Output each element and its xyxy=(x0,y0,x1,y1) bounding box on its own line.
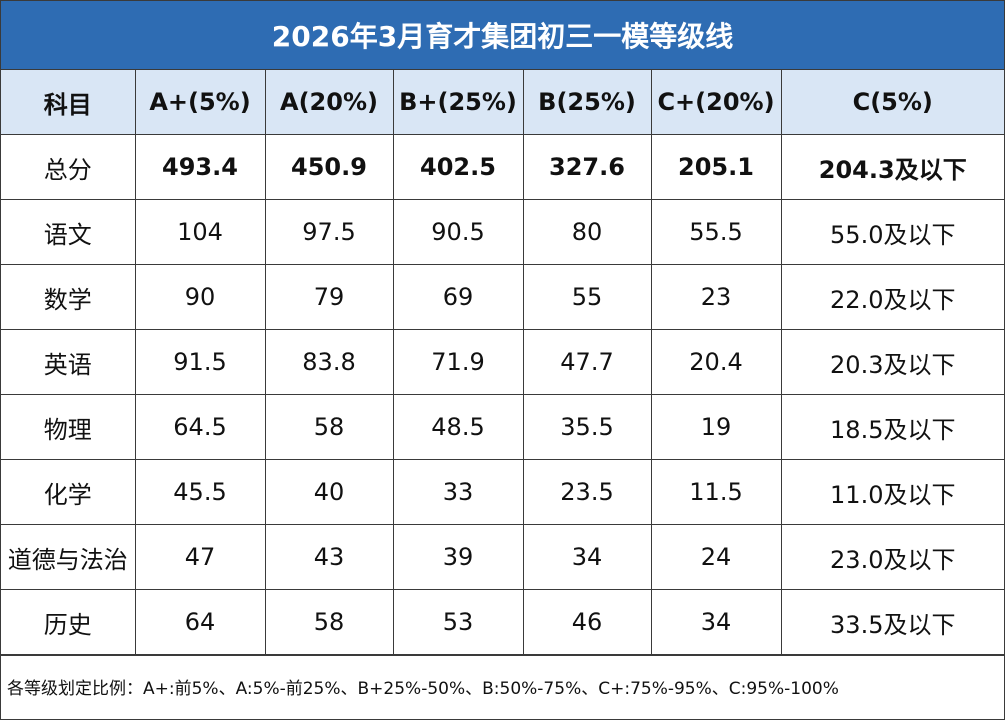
score-cell: 64.5 xyxy=(134,394,266,460)
table-row: 语文 104 97.5 90.5 80 55.5 55.0及以下 xyxy=(1,199,1004,265)
score-cell: 35.5 xyxy=(522,394,652,460)
score-cell: 23.0及以下 xyxy=(780,524,1004,590)
subject-cell: 总分 xyxy=(1,134,136,200)
score-cell: 90.5 xyxy=(392,199,524,265)
score-cell: 90 xyxy=(134,264,266,330)
score-cell: 493.4 xyxy=(134,134,266,200)
score-cell: 327.6 xyxy=(522,134,652,200)
score-cell: 46 xyxy=(522,589,652,655)
score-cell: 39 xyxy=(392,524,524,590)
score-cell: 34 xyxy=(522,524,652,590)
score-cell: 79 xyxy=(264,264,394,330)
score-cell: 47.7 xyxy=(522,329,652,395)
subject-cell: 语文 xyxy=(1,199,136,265)
score-cell: 33.5及以下 xyxy=(780,589,1004,655)
header-cell-subject: 科目 xyxy=(1,70,136,135)
score-cell: 20.3及以下 xyxy=(780,329,1004,395)
score-cell: 204.3及以下 xyxy=(780,134,1004,200)
score-cell: 23.5 xyxy=(522,459,652,525)
grade-ratio-footnote: 各等级划定比例：A+:前5%、A:5%-前25%、B+25%-50%、B:50%… xyxy=(1,655,1004,717)
score-cell: 45.5 xyxy=(134,459,266,525)
score-cell: 58 xyxy=(264,394,394,460)
score-cell: 23 xyxy=(650,264,782,330)
score-cell: 11.0及以下 xyxy=(780,459,1004,525)
score-cell: 71.9 xyxy=(392,329,524,395)
score-cell: 48.5 xyxy=(392,394,524,460)
header-cell-a-plus: A+(5%) xyxy=(134,70,266,135)
table-title: 2026年3月育才集团初三一模等级线 xyxy=(1,1,1004,70)
score-cell: 450.9 xyxy=(264,134,394,200)
subject-cell: 历史 xyxy=(1,589,136,655)
header-cell-a: A(20%) xyxy=(264,70,394,135)
header-cell-b: B(25%) xyxy=(522,70,652,135)
score-cell: 55 xyxy=(522,264,652,330)
table-row: 数学 90 79 69 55 23 22.0及以下 xyxy=(1,264,1004,330)
score-cell: 55.5 xyxy=(650,199,782,265)
score-cell: 11.5 xyxy=(650,459,782,525)
subject-cell: 数学 xyxy=(1,264,136,330)
grade-line-table: 科目 A+(5%) A(20%) B+(25%) B(25%) C+(20%) … xyxy=(1,70,1004,655)
score-cell: 43 xyxy=(264,524,394,590)
score-cell: 18.5及以下 xyxy=(780,394,1004,460)
score-cell: 34 xyxy=(650,589,782,655)
subject-cell: 英语 xyxy=(1,329,136,395)
score-cell: 402.5 xyxy=(392,134,524,200)
score-cell: 64 xyxy=(134,589,266,655)
score-cell: 20.4 xyxy=(650,329,782,395)
table-row: 物理 64.5 58 48.5 35.5 19 18.5及以下 xyxy=(1,394,1004,460)
table-row: 总分 493.4 450.9 402.5 327.6 205.1 204.3及以… xyxy=(1,134,1004,200)
score-cell: 205.1 xyxy=(650,134,782,200)
score-cell: 47 xyxy=(134,524,266,590)
score-cell: 91.5 xyxy=(134,329,266,395)
table-row: 历史 64 58 53 46 34 33.5及以下 xyxy=(1,589,1004,655)
subject-cell: 物理 xyxy=(1,394,136,460)
score-cell: 80 xyxy=(522,199,652,265)
score-cell: 104 xyxy=(134,199,266,265)
score-cell: 58 xyxy=(264,589,394,655)
table-row: 化学 45.5 40 33 23.5 11.5 11.0及以下 xyxy=(1,459,1004,525)
score-cell: 24 xyxy=(650,524,782,590)
score-cell: 40 xyxy=(264,459,394,525)
table-row: 道德与法治 47 43 39 34 24 23.0及以下 xyxy=(1,524,1004,590)
score-cell: 69 xyxy=(392,264,524,330)
score-cell: 83.8 xyxy=(264,329,394,395)
score-cell: 19 xyxy=(650,394,782,460)
score-cell: 53 xyxy=(392,589,524,655)
score-cell: 22.0及以下 xyxy=(780,264,1004,330)
header-cell-c-plus: C+(20%) xyxy=(650,70,782,135)
subject-cell: 道德与法治 xyxy=(1,524,136,590)
score-cell: 33 xyxy=(392,459,524,525)
score-cell: 97.5 xyxy=(264,199,394,265)
header-cell-c: C(5%) xyxy=(780,70,1004,135)
score-cell: 55.0及以下 xyxy=(780,199,1004,265)
subject-cell: 化学 xyxy=(1,459,136,525)
table-row: 英语 91.5 83.8 71.9 47.7 20.4 20.3及以下 xyxy=(1,329,1004,395)
header-row: 科目 A+(5%) A(20%) B+(25%) B(25%) C+(20%) … xyxy=(1,70,1004,135)
header-cell-b-plus: B+(25%) xyxy=(392,70,524,135)
